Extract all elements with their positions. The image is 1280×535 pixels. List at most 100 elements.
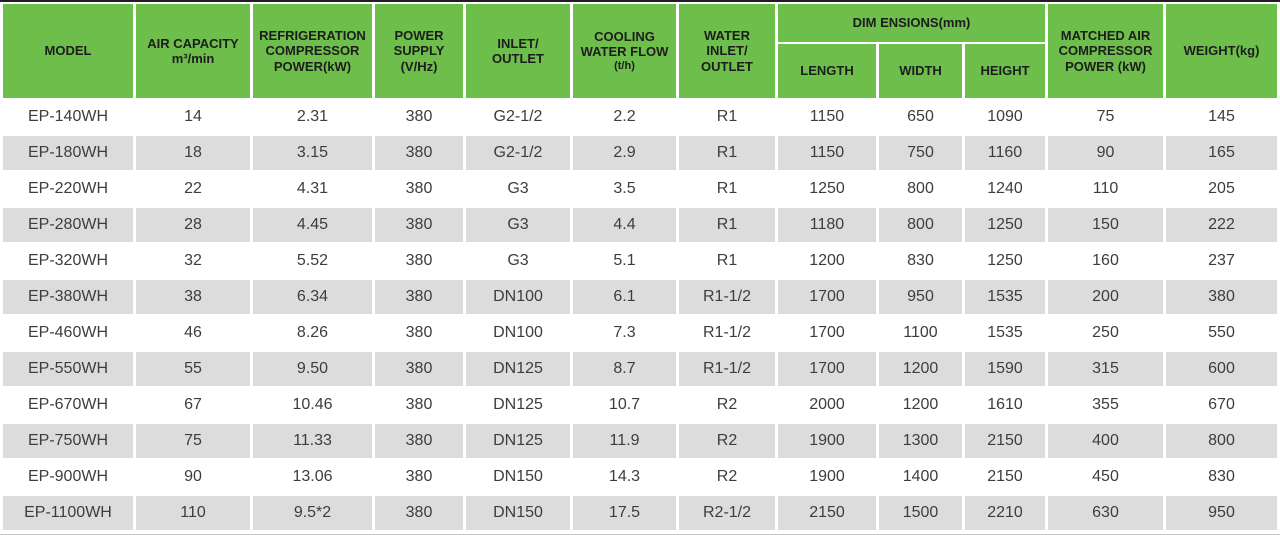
col-header-weight: WEIGHT(kg) (1166, 4, 1278, 98)
value-cell: 1610 (965, 388, 1046, 422)
col-header-water-inlet-outlet: WATER INLET/ OUTLET (679, 4, 775, 98)
value-cell: DN150 (466, 460, 570, 494)
value-cell: 9.5*2 (253, 496, 372, 530)
spec-table-header: MODEL AIR CAPACITY m³/min REFRIGERATION … (3, 4, 1278, 98)
col-header-inlet-outlet: INLET/ OUTLET (466, 4, 570, 98)
table-row: EP-1100WH 110 9.5*2 380 DN150 17.5 R2-1/2 2150 1… (3, 496, 1278, 530)
value-cell: 110 (136, 496, 250, 530)
value-cell: 46 (136, 316, 250, 350)
value-cell: 380 (375, 172, 463, 206)
value-cell: 1150 (778, 136, 876, 170)
value-cell: 5.52 (253, 244, 372, 278)
col-header-label: MODEL (44, 43, 92, 59)
value-cell: 11.33 (253, 424, 372, 458)
value-cell: R2-1/2 (679, 496, 775, 530)
value-cell: 1240 (965, 172, 1046, 206)
col-header-dimensions-group: DIM ENSIONS(mm) (778, 4, 1046, 42)
model-cell: EP-280WH (3, 208, 133, 242)
value-cell: 1250 (965, 244, 1046, 278)
value-cell: 830 (879, 244, 962, 278)
value-cell: 1700 (778, 280, 876, 314)
model-cell: EP-1100WH (3, 496, 133, 530)
value-cell: R1-1/2 (679, 352, 775, 386)
value-cell: G2-1/2 (466, 136, 570, 170)
value-cell: 3.15 (253, 136, 372, 170)
value-cell: 600 (1166, 352, 1278, 386)
value-cell: 830 (1166, 460, 1278, 494)
value-cell: 5.1 (573, 244, 676, 278)
spec-table-body: EP-140WH 14 2.31 380 G2-1/2 2.2 R1 1150 650 1090 7… (3, 100, 1278, 530)
value-cell: DN150 (466, 496, 570, 530)
value-cell: R1-1/2 (679, 280, 775, 314)
value-cell: 38 (136, 280, 250, 314)
value-cell: 750 (879, 136, 962, 170)
value-cell: DN100 (466, 280, 570, 314)
value-cell: 28 (136, 208, 250, 242)
col-header-air-capacity: AIR CAPACITY m³/min (136, 4, 250, 98)
col-header-label: HEIGHT (980, 63, 1030, 79)
value-cell: 22 (136, 172, 250, 206)
value-cell: 1535 (965, 280, 1046, 314)
value-cell: DN125 (466, 424, 570, 458)
value-cell: 1200 (879, 352, 962, 386)
col-header-label: WATER INLET/ OUTLET (701, 28, 753, 74)
value-cell: 380 (375, 352, 463, 386)
value-cell: G3 (466, 244, 570, 278)
value-cell: 14.3 (573, 460, 676, 494)
value-cell: G2-1/2 (466, 100, 570, 134)
value-cell: 8.7 (573, 352, 676, 386)
value-cell: 380 (375, 244, 463, 278)
value-cell: R2 (679, 388, 775, 422)
value-cell: 800 (879, 208, 962, 242)
value-cell: 32 (136, 244, 250, 278)
value-cell: 1200 (879, 388, 962, 422)
value-cell: 380 (375, 136, 463, 170)
model-cell: EP-320WH (3, 244, 133, 278)
value-cell: R1 (679, 172, 775, 206)
value-cell: DN125 (466, 352, 570, 386)
value-cell: DN100 (466, 316, 570, 350)
value-cell: 950 (1166, 496, 1278, 530)
value-cell: 75 (136, 424, 250, 458)
value-cell: 145 (1166, 100, 1278, 134)
value-cell: 9.50 (253, 352, 372, 386)
value-cell: 1700 (778, 352, 876, 386)
model-cell: EP-900WH (3, 460, 133, 494)
value-cell: 14 (136, 100, 250, 134)
model-cell: EP-140WH (3, 100, 133, 134)
value-cell: 6.1 (573, 280, 676, 314)
model-cell: EP-380WH (3, 280, 133, 314)
value-cell: 1250 (778, 172, 876, 206)
value-cell: 1250 (965, 208, 1046, 242)
col-header-label: INLET/ OUTLET (492, 35, 544, 66)
col-header-label: AIR CAPACITY m³/min (147, 35, 239, 66)
value-cell: 17.5 (573, 496, 676, 530)
table-row: EP-280WH 28 4.45 380 G3 4.4 R1 1180 800 1250 150 22… (3, 208, 1278, 242)
value-cell: DN125 (466, 388, 570, 422)
col-header-model: MODEL (3, 4, 133, 98)
model-cell: EP-180WH (3, 136, 133, 170)
value-cell: R2 (679, 424, 775, 458)
value-cell: 1900 (778, 424, 876, 458)
value-cell: 380 (375, 280, 463, 314)
value-cell: 8.26 (253, 316, 372, 350)
model-cell: EP-670WH (3, 388, 133, 422)
value-cell: 450 (1048, 460, 1164, 494)
value-cell: 650 (879, 100, 962, 134)
col-header-label: MATCHED AIR COMPRESSOR POWER (kW) (1058, 28, 1153, 74)
col-header-label: DIM ENSIONS(mm) (852, 15, 971, 31)
value-cell: R1 (679, 244, 775, 278)
value-cell: 11.9 (573, 424, 676, 458)
value-cell: 67 (136, 388, 250, 422)
table-row: EP-460WH 46 8.26 380 DN100 7.3 R1-1/2 1700 1100 1… (3, 316, 1278, 350)
model-cell: EP-220WH (3, 172, 133, 206)
value-cell: 18 (136, 136, 250, 170)
value-cell: 315 (1048, 352, 1164, 386)
value-cell: 380 (1166, 280, 1278, 314)
value-cell: 1535 (965, 316, 1046, 350)
value-cell: 355 (1048, 388, 1164, 422)
value-cell: 222 (1166, 208, 1278, 242)
value-cell: R1 (679, 100, 775, 134)
value-cell: 90 (136, 460, 250, 494)
